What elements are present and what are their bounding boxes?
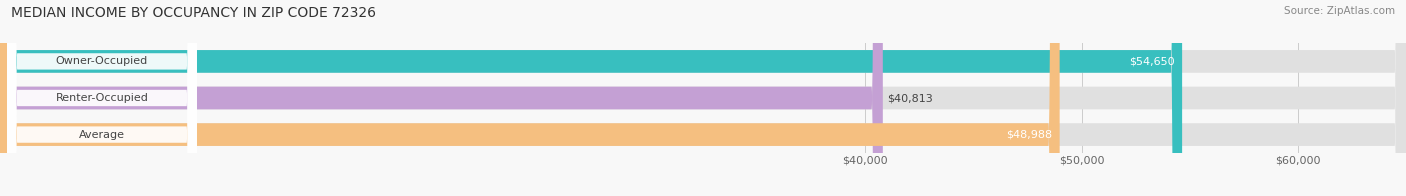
Text: $54,650: $54,650 (1129, 56, 1175, 66)
Text: MEDIAN INCOME BY OCCUPANCY IN ZIP CODE 72326: MEDIAN INCOME BY OCCUPANCY IN ZIP CODE 7… (11, 6, 377, 20)
FancyBboxPatch shape (0, 0, 883, 196)
FancyBboxPatch shape (7, 0, 197, 196)
Text: Owner-Occupied: Owner-Occupied (56, 56, 148, 66)
FancyBboxPatch shape (7, 0, 197, 196)
Text: Renter-Occupied: Renter-Occupied (55, 93, 149, 103)
Text: $40,813: $40,813 (887, 93, 932, 103)
Text: $48,988: $48,988 (1007, 130, 1053, 140)
FancyBboxPatch shape (7, 0, 197, 196)
FancyBboxPatch shape (0, 0, 1182, 196)
Text: Average: Average (79, 130, 125, 140)
FancyBboxPatch shape (0, 0, 1060, 196)
Text: Source: ZipAtlas.com: Source: ZipAtlas.com (1284, 6, 1395, 16)
